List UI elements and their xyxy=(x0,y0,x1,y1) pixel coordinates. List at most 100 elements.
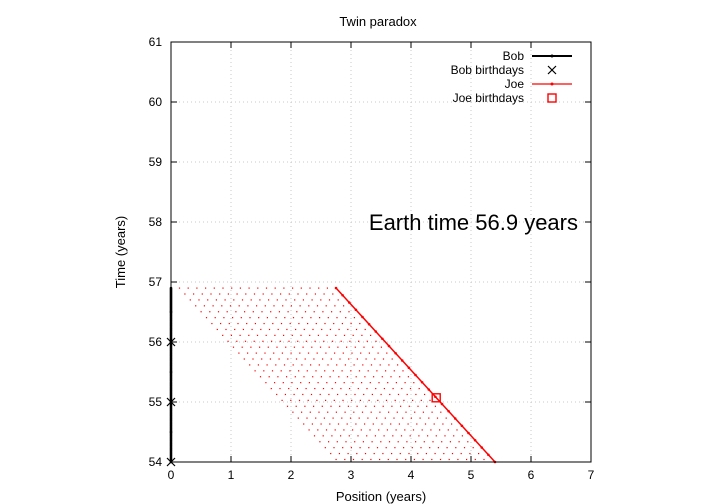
joe-trail-dot xyxy=(322,435,324,437)
joe-trail-dot xyxy=(403,399,405,401)
joe-trail-dot xyxy=(380,346,382,348)
joe-trail-dot xyxy=(267,346,269,348)
joe-trail-dot xyxy=(330,452,332,455)
joe-trail-dot xyxy=(331,311,333,313)
joe-trail-dot xyxy=(362,441,364,443)
joe-trail-dot xyxy=(245,293,247,295)
joe-trail-dot xyxy=(339,405,341,407)
legend-item: Joe xyxy=(505,77,572,91)
joe-trail-dot xyxy=(269,358,271,360)
joe-trail-dot xyxy=(397,393,400,396)
joe-trail-dot xyxy=(252,358,254,360)
joe-trail-dot xyxy=(461,435,463,437)
joe-trail-dot xyxy=(387,458,389,461)
joe-trail-dot xyxy=(244,340,247,342)
joe-trail-dot xyxy=(340,435,342,437)
joe-trail-dot xyxy=(325,352,327,354)
joe-trail-dot xyxy=(276,346,278,348)
joe-trail-dot xyxy=(344,458,346,461)
joe-trail-dot xyxy=(365,358,367,360)
joe-trail-dot xyxy=(342,352,344,354)
joe-trail-dot xyxy=(312,376,314,378)
joe-trail-dot xyxy=(296,311,298,313)
joe-trail-dot xyxy=(259,346,261,348)
joe-trail-dot xyxy=(314,340,316,342)
joe-trail-dot xyxy=(284,317,286,319)
joe-trail-dot xyxy=(266,364,268,366)
joe-trail-dot xyxy=(367,417,369,419)
joe-trail-dot xyxy=(262,340,264,342)
joe-trail-dot xyxy=(334,429,336,431)
joe-trail-dot xyxy=(232,317,234,319)
joe-trail-dot xyxy=(344,364,346,366)
series-joe-birthdays xyxy=(431,393,441,403)
joe-trail-dot xyxy=(278,311,280,313)
joe-trail-dot xyxy=(274,382,276,384)
joe-trail-dot xyxy=(400,435,403,437)
joe-trail-dot xyxy=(388,441,391,443)
joe-trail-dot xyxy=(368,447,370,449)
joe-trail-dot xyxy=(349,387,351,390)
joe-trail-dot xyxy=(401,387,403,390)
joe-trail-dot xyxy=(280,293,282,295)
joe-trail-dot xyxy=(439,458,442,461)
joe-trail-dot xyxy=(463,447,466,449)
joe-trail-dot xyxy=(449,441,451,443)
joe-trail-dot xyxy=(295,405,297,407)
joe-trail-dot xyxy=(268,376,270,378)
joe-trail-dot xyxy=(354,441,356,443)
joe-trail-dot xyxy=(280,322,283,325)
joe-trail-dot xyxy=(214,317,216,319)
joe-trail-dot xyxy=(435,435,437,437)
joe-trail-dot xyxy=(302,346,304,348)
joe-trail-dot xyxy=(292,364,294,366)
joe-trail-dot xyxy=(248,287,250,289)
joe-trail-dot xyxy=(336,364,338,366)
joe-trail-dot xyxy=(221,305,223,307)
legend-label: Bob xyxy=(503,49,525,63)
joe-trail-dot xyxy=(255,352,257,354)
joe-trail-dot xyxy=(265,334,267,336)
joe-trail-dot xyxy=(358,417,360,419)
joe-trail-dot xyxy=(187,287,189,289)
joe-trail-dot xyxy=(458,441,460,443)
joe-trail-dot xyxy=(243,358,245,360)
joe-trail-dot xyxy=(350,322,352,325)
birthday-marker xyxy=(431,393,441,403)
joe-trail-dot xyxy=(299,352,301,354)
joe-trail-dot xyxy=(339,311,341,313)
joe-trail-dot xyxy=(354,346,356,348)
joe-trail-dot xyxy=(213,287,215,289)
joe-trail-dot xyxy=(446,447,448,449)
joe-trail-dot xyxy=(298,370,300,372)
joe-trail-dot xyxy=(385,370,387,372)
joe-trail-dot xyxy=(288,340,290,342)
joe-trail-dot xyxy=(259,376,262,378)
joe-trail-dot xyxy=(271,340,273,342)
joe-trail-dot xyxy=(244,311,246,313)
joe-trail-dot xyxy=(272,322,274,325)
joe-trail-dot xyxy=(409,435,411,437)
joe-trail-dot xyxy=(201,293,203,295)
series-point xyxy=(367,322,371,326)
joe-trail-dot xyxy=(296,387,298,390)
joe-trail-dot xyxy=(419,417,421,419)
joe-trail-dot xyxy=(276,299,278,301)
legend-swatch-dot xyxy=(550,82,554,86)
joe-trail-dot xyxy=(241,346,243,348)
joe-trail-dot xyxy=(266,317,268,319)
joe-trail-dot xyxy=(318,287,320,289)
joe-trail-dot xyxy=(382,358,385,360)
joe-trail-dot xyxy=(399,376,401,378)
y-axis-label: Time (years) xyxy=(113,216,128,288)
joe-trail-dot xyxy=(310,364,312,366)
joe-trail-dot xyxy=(391,358,393,360)
joe-trail-dot xyxy=(292,411,294,413)
joe-trail-dot xyxy=(421,429,423,431)
legend-swatch-dot xyxy=(550,54,554,58)
joe-trail-dot xyxy=(303,328,305,331)
joe-trail-dot xyxy=(441,441,443,443)
joe-trail-dot xyxy=(345,441,347,443)
joe-trail-dot xyxy=(311,423,313,425)
